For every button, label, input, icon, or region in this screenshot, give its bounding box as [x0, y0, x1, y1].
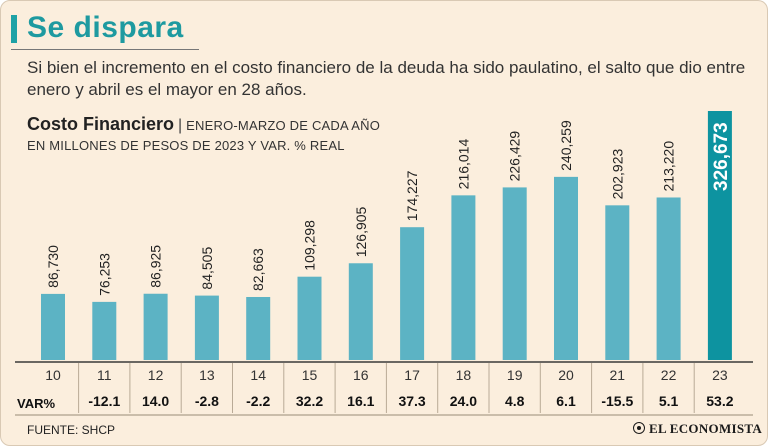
data-label: 76,253: [96, 253, 112, 296]
var-value: -15.5: [601, 393, 633, 409]
brand-icon: [633, 422, 645, 434]
source-note: FUENTE: SHCP: [27, 423, 116, 437]
x-tick-label: 14: [250, 367, 266, 383]
subtitle: Si bien el incremento en el costo financ…: [27, 58, 746, 99]
brand-name: EL ECONOMISTA: [649, 421, 763, 436]
bar: [502, 187, 527, 360]
data-label: 109,298: [302, 220, 318, 271]
bar: [41, 293, 65, 360]
bar: [297, 276, 322, 360]
title-divider: [11, 49, 199, 50]
data-label: 86,730: [45, 245, 61, 288]
x-tick-label: 20: [558, 367, 574, 383]
x-tick-label: 22: [661, 367, 677, 383]
var-value: 5.1: [659, 393, 679, 409]
data-label: 216,014: [455, 139, 471, 190]
var-value: 6.1: [556, 393, 576, 409]
var-value: -2.8: [195, 393, 219, 409]
data-label: 126,905: [353, 206, 369, 257]
brand-logo: EL ECONOMISTA: [633, 421, 762, 437]
bar: [554, 176, 578, 360]
data-label: 202,923: [609, 149, 625, 200]
data-label: 226,429: [507, 131, 523, 182]
data-label: 84,505: [199, 247, 215, 290]
x-tick-label: 23: [712, 367, 728, 383]
x-tick-label: 12: [148, 367, 164, 383]
x-tick-label: 13: [199, 367, 215, 383]
x-tick-label: 15: [302, 367, 318, 383]
x-tick-label: 17: [404, 367, 420, 383]
var-value: 24.0: [450, 393, 477, 409]
x-tick-label: 16: [353, 367, 369, 383]
data-label: 174,227: [404, 170, 420, 221]
chart-units-label: EN MILLONES DE PESOS DE 2023 Y VAR. % RE…: [27, 138, 345, 153]
bar: [143, 293, 168, 360]
var-value: 53.2: [706, 393, 733, 409]
var-row-label: VAR%: [17, 396, 56, 411]
var-value: 4.8: [505, 393, 525, 409]
var-value: 16.1: [347, 393, 374, 409]
data-label: 326,673: [711, 122, 732, 191]
var-value: -2.2: [246, 393, 270, 409]
bar: [348, 263, 373, 360]
page-title: Se dispara: [27, 11, 184, 44]
data-label: 213,220: [661, 141, 677, 192]
data-label: 86,925: [148, 245, 164, 288]
x-tick-label: 21: [610, 367, 626, 383]
bar: [194, 295, 219, 360]
chart-period-note: ENERO-MARZO DE CADA AÑO: [186, 118, 381, 133]
x-tick-label: 19: [507, 367, 523, 383]
data-label: 240,259: [558, 120, 574, 171]
bar: [92, 301, 117, 360]
var-value: -12.1: [88, 393, 120, 409]
x-tick-label: 10: [45, 367, 61, 383]
bar: [707, 111, 732, 360]
data-label: 82,663: [250, 248, 266, 291]
bar: [451, 195, 476, 360]
x-tick-label: 11: [97, 367, 112, 383]
bar: [656, 197, 681, 360]
title-accent-bar: [11, 15, 17, 43]
bar: [246, 296, 271, 360]
bar: [400, 227, 425, 360]
chart-heading: Costo Financiero | ENERO-MARZO DE CADA AÑO: [27, 114, 380, 135]
var-value: 14.0: [142, 393, 169, 409]
chart-title: Costo Financiero: [27, 114, 175, 134]
bar: [605, 205, 630, 360]
var-value: 37.3: [398, 393, 425, 409]
var-value: 32.2: [296, 393, 323, 409]
x-tick-label: 18: [456, 367, 472, 383]
chart-title-separator: |: [178, 117, 183, 134]
